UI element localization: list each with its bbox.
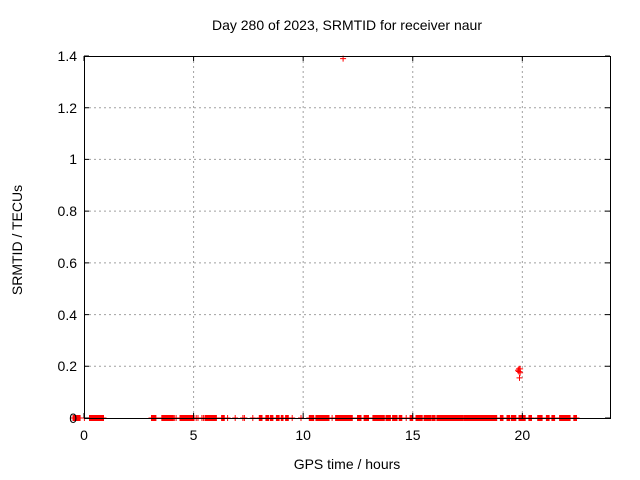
x-axis-label: GPS time / hours bbox=[293, 456, 401, 472]
axis-tick-marks bbox=[83, 55, 610, 419]
chart-title: Day 280 of 2023, SRMTID for receiver nau… bbox=[211, 17, 482, 33]
y-tick-label: 1.4 bbox=[57, 48, 77, 64]
x-tick-label: 15 bbox=[404, 427, 421, 443]
y-tick-label: 1 bbox=[69, 151, 77, 168]
y-tick-label: 0.8 bbox=[57, 203, 77, 220]
y-tick-label: 1.2 bbox=[57, 99, 77, 116]
plot-border bbox=[84, 56, 611, 419]
x-tick-label: 5 bbox=[189, 427, 198, 443]
gridlines bbox=[84, 56, 610, 418]
x-tick-label: 10 bbox=[295, 427, 311, 443]
y-tick-label: 0.2 bbox=[57, 358, 77, 375]
x-tick-label: 0 bbox=[80, 427, 88, 443]
x-tick-label: 20 bbox=[514, 427, 531, 443]
y-tick-label: 0.4 bbox=[57, 306, 77, 323]
y-tick-label: 0.6 bbox=[57, 254, 77, 271]
y-tick-label: 0 bbox=[69, 410, 77, 426]
